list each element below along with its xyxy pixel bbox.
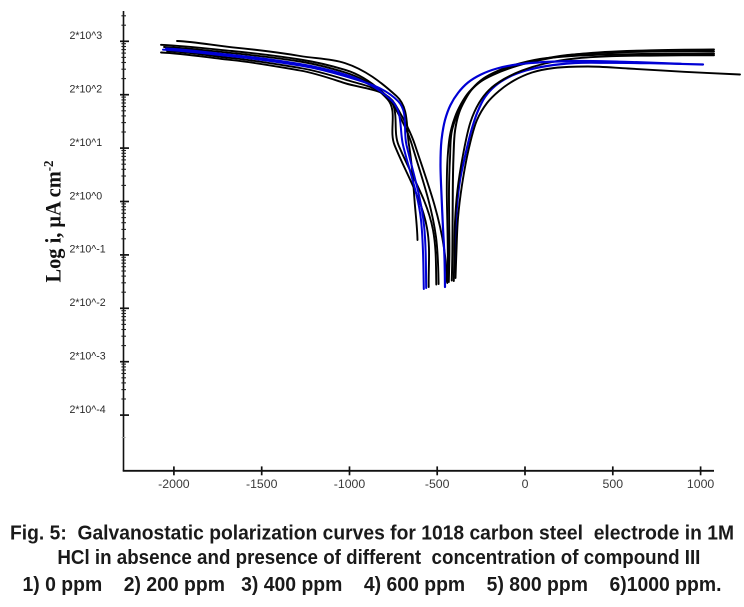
svg-text:2*10^1: 2*10^1 bbox=[70, 137, 103, 149]
svg-text:2*10^-1: 2*10^-1 bbox=[70, 244, 106, 256]
svg-text:2*10^3: 2*10^3 bbox=[70, 30, 103, 42]
svg-text:Fig. 5: Galvanostatic polariz: Fig. 5: Galvanostatic polarization curve… bbox=[10, 522, 734, 545]
svg-text:2*10^-4: 2*10^-4 bbox=[70, 404, 106, 416]
svg-text:2*10^-2: 2*10^-2 bbox=[70, 297, 106, 309]
svg-text:1000: 1000 bbox=[687, 477, 715, 491]
svg-text:2*10^0: 2*10^0 bbox=[70, 190, 103, 202]
svg-text:Log i, μA cm-2: Log i, μA cm-2 bbox=[41, 161, 66, 283]
svg-text:500: 500 bbox=[603, 477, 624, 491]
svg-text:-2000: -2000 bbox=[158, 477, 190, 491]
svg-text:1) 0 ppm 2) 200 ppm 3) 40: 1) 0 ppm 2) 200 ppm 3) 400 ppm 4) 600 pp… bbox=[23, 573, 722, 596]
svg-text:2*10^2: 2*10^2 bbox=[70, 84, 103, 96]
svg-text:-1500: -1500 bbox=[246, 477, 278, 491]
svg-text:-500: -500 bbox=[425, 477, 450, 491]
svg-text:-1000: -1000 bbox=[334, 477, 366, 491]
svg-text:HCl in absence and presence of: HCl in absence and presence of different… bbox=[57, 546, 700, 569]
svg-text:0: 0 bbox=[522, 477, 529, 491]
svg-text:2*10^-3: 2*10^-3 bbox=[70, 351, 106, 363]
